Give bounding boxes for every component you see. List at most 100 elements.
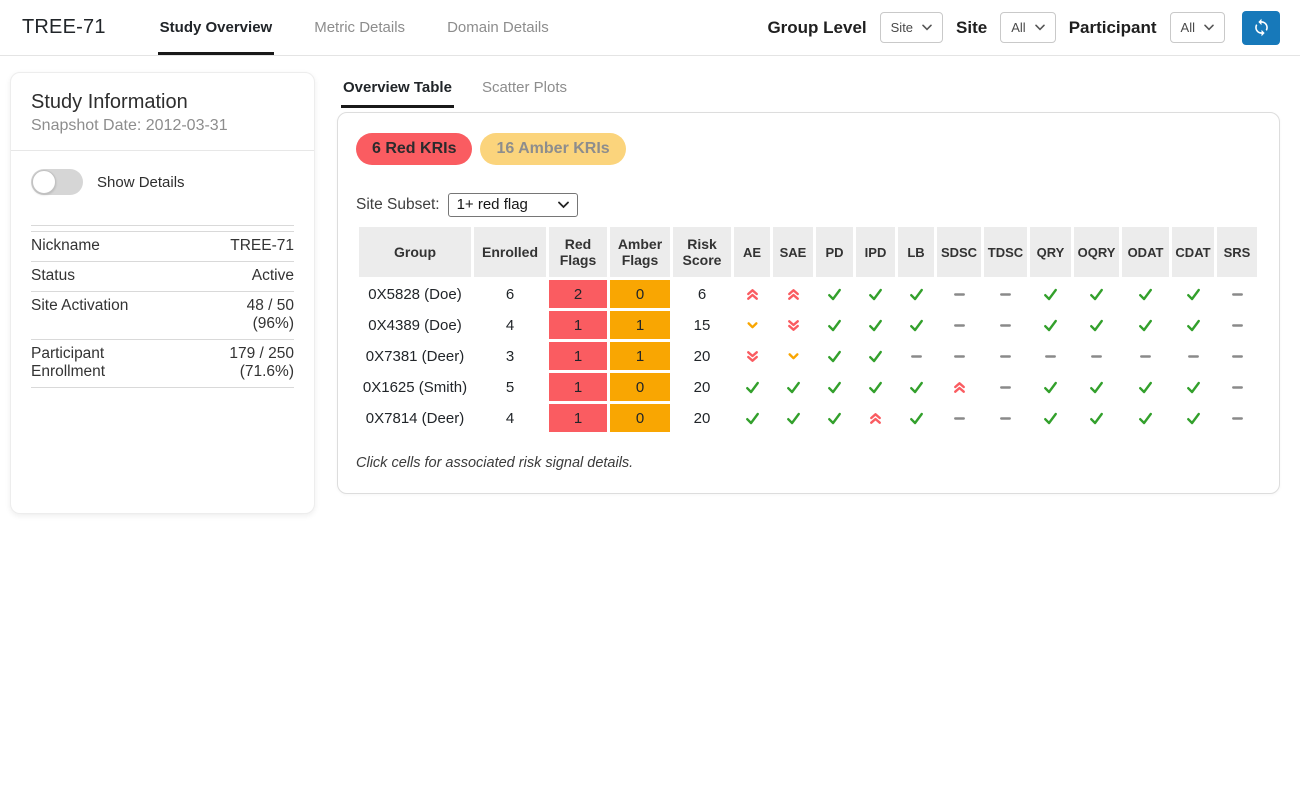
tab-domain-details[interactable]: Domain Details bbox=[447, 19, 549, 36]
oqry-kri-cell[interactable] bbox=[1074, 280, 1119, 308]
sae-kri-cell[interactable] bbox=[773, 404, 813, 432]
ipd-kri-cell[interactable] bbox=[856, 280, 895, 308]
ipd-kri-cell[interactable] bbox=[856, 342, 895, 370]
ipd-kri-cell[interactable] bbox=[856, 373, 895, 401]
enrolled-cell[interactable]: 4 bbox=[505, 409, 515, 427]
column-header-enrolled[interactable]: Enrolled bbox=[474, 227, 546, 277]
column-header-tdsc[interactable]: TDSC bbox=[984, 227, 1027, 277]
site-select[interactable]: All bbox=[1000, 12, 1056, 43]
tdsc-kri-cell[interactable] bbox=[984, 342, 1027, 370]
amber-flags-cell[interactable]: 1 bbox=[610, 342, 670, 370]
group-cell[interactable]: 0X7381 (Deer) bbox=[365, 347, 465, 365]
column-header-sae[interactable]: SAE bbox=[773, 227, 813, 277]
column-header-lb[interactable]: LB bbox=[898, 227, 934, 277]
pd-kri-cell[interactable] bbox=[816, 311, 853, 339]
cdat-kri-cell[interactable] bbox=[1172, 342, 1214, 370]
risk-score-cell[interactable]: 20 bbox=[693, 378, 711, 396]
column-header-ae[interactable]: AE bbox=[734, 227, 770, 277]
srs-kri-cell[interactable] bbox=[1217, 311, 1257, 339]
tdsc-kri-cell[interactable] bbox=[984, 280, 1027, 308]
enrolled-cell[interactable]: 6 bbox=[505, 285, 515, 303]
cdat-kri-cell[interactable] bbox=[1172, 311, 1214, 339]
tdsc-kri-cell[interactable] bbox=[984, 373, 1027, 401]
group-cell[interactable]: 0X7814 (Deer) bbox=[365, 409, 465, 427]
participant-select[interactable]: All bbox=[1169, 12, 1225, 43]
odat-kri-cell[interactable] bbox=[1122, 342, 1169, 370]
amber-flags-cell[interactable]: 0 bbox=[610, 404, 670, 432]
lb-kri-cell[interactable] bbox=[898, 311, 934, 339]
ae-kri-cell[interactable] bbox=[734, 404, 770, 432]
qry-kri-cell[interactable] bbox=[1030, 342, 1071, 370]
red-flags-cell[interactable]: 2 bbox=[549, 280, 607, 308]
qry-kri-cell[interactable] bbox=[1030, 280, 1071, 308]
ae-kri-cell[interactable] bbox=[734, 342, 770, 370]
srs-kri-cell[interactable] bbox=[1217, 404, 1257, 432]
cdat-kri-cell[interactable] bbox=[1172, 280, 1214, 308]
tab-overview-table[interactable]: Overview Table bbox=[341, 72, 454, 108]
qry-kri-cell[interactable] bbox=[1030, 404, 1071, 432]
tdsc-kri-cell[interactable] bbox=[984, 311, 1027, 339]
show-details-toggle[interactable] bbox=[31, 169, 83, 195]
column-header-oqry[interactable]: OQRY bbox=[1074, 227, 1119, 277]
sae-kri-cell[interactable] bbox=[773, 373, 813, 401]
column-header-group[interactable]: Group bbox=[359, 227, 471, 277]
amber-flags-cell[interactable]: 0 bbox=[610, 373, 670, 401]
sdsc-kri-cell[interactable] bbox=[937, 311, 981, 339]
odat-kri-cell[interactable] bbox=[1122, 404, 1169, 432]
column-header-amber-flags[interactable]: Amber Flags bbox=[610, 227, 670, 277]
column-header-odat[interactable]: ODAT bbox=[1122, 227, 1169, 277]
group-cell[interactable]: 0X5828 (Doe) bbox=[368, 285, 462, 303]
ae-kri-cell[interactable] bbox=[734, 373, 770, 401]
column-header-ipd[interactable]: IPD bbox=[856, 227, 895, 277]
risk-score-cell[interactable]: 20 bbox=[693, 409, 711, 427]
sdsc-kri-cell[interactable] bbox=[937, 373, 981, 401]
ipd-kri-cell[interactable] bbox=[856, 311, 895, 339]
enrolled-cell[interactable]: 5 bbox=[505, 378, 515, 396]
sae-kri-cell[interactable] bbox=[773, 342, 813, 370]
sdsc-kri-cell[interactable] bbox=[937, 280, 981, 308]
srs-kri-cell[interactable] bbox=[1217, 342, 1257, 370]
pd-kri-cell[interactable] bbox=[816, 373, 853, 401]
odat-kri-cell[interactable] bbox=[1122, 311, 1169, 339]
column-header-srs[interactable]: SRS bbox=[1217, 227, 1257, 277]
sdsc-kri-cell[interactable] bbox=[937, 342, 981, 370]
odat-kri-cell[interactable] bbox=[1122, 280, 1169, 308]
lb-kri-cell[interactable] bbox=[898, 280, 934, 308]
srs-kri-cell[interactable] bbox=[1217, 373, 1257, 401]
risk-score-cell[interactable]: 20 bbox=[693, 347, 711, 365]
red-kris-badge[interactable]: 6 Red KRIs bbox=[356, 133, 473, 165]
risk-score-cell[interactable]: 6 bbox=[697, 285, 707, 303]
amber-flags-cell[interactable]: 0 bbox=[610, 280, 670, 308]
sdsc-kri-cell[interactable] bbox=[937, 404, 981, 432]
sae-kri-cell[interactable] bbox=[773, 311, 813, 339]
odat-kri-cell[interactable] bbox=[1122, 373, 1169, 401]
column-header-risk-score[interactable]: Risk Score bbox=[673, 227, 731, 277]
lb-kri-cell[interactable] bbox=[898, 373, 934, 401]
site-subset-select[interactable]: 1+ red flag bbox=[447, 193, 578, 217]
pd-kri-cell[interactable] bbox=[816, 342, 853, 370]
cdat-kri-cell[interactable] bbox=[1172, 373, 1214, 401]
refresh-button[interactable] bbox=[1242, 10, 1280, 45]
column-header-cdat[interactable]: CDAT bbox=[1172, 227, 1214, 277]
amber-kris-badge[interactable]: 16 Amber KRIs bbox=[480, 133, 626, 165]
red-flags-cell[interactable]: 1 bbox=[549, 404, 607, 432]
group-cell[interactable]: 0X1625 (Smith) bbox=[362, 378, 468, 396]
qry-kri-cell[interactable] bbox=[1030, 373, 1071, 401]
tdsc-kri-cell[interactable] bbox=[984, 404, 1027, 432]
group-cell[interactable]: 0X4389 (Doe) bbox=[368, 316, 462, 334]
sae-kri-cell[interactable] bbox=[773, 280, 813, 308]
cdat-kri-cell[interactable] bbox=[1172, 404, 1214, 432]
tab-metric-details[interactable]: Metric Details bbox=[314, 19, 406, 36]
oqry-kri-cell[interactable] bbox=[1074, 342, 1119, 370]
oqry-kri-cell[interactable] bbox=[1074, 373, 1119, 401]
enrolled-cell[interactable]: 4 bbox=[505, 316, 515, 334]
risk-score-cell[interactable]: 15 bbox=[693, 316, 711, 334]
pd-kri-cell[interactable] bbox=[816, 404, 853, 432]
ae-kri-cell[interactable] bbox=[734, 311, 770, 339]
red-flags-cell[interactable]: 1 bbox=[549, 311, 607, 339]
tab-study-overview[interactable]: Study Overview bbox=[157, 0, 275, 55]
column-header-pd[interactable]: PD bbox=[816, 227, 853, 277]
red-flags-cell[interactable]: 1 bbox=[549, 342, 607, 370]
oqry-kri-cell[interactable] bbox=[1074, 404, 1119, 432]
qry-kri-cell[interactable] bbox=[1030, 311, 1071, 339]
